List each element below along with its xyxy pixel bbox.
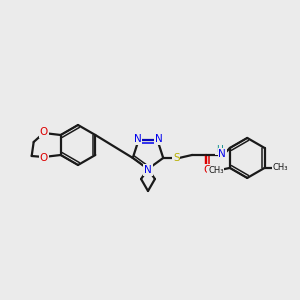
Text: N: N [154,134,162,144]
Text: H: H [216,146,223,154]
Text: S: S [173,153,179,163]
Text: N: N [144,165,152,175]
Text: CH₃: CH₃ [273,164,288,172]
Text: O: O [40,127,48,137]
Text: O: O [40,153,48,163]
Text: CH₃: CH₃ [208,167,224,176]
Text: N: N [218,149,226,159]
Text: N: N [134,134,142,144]
Text: O: O [203,165,211,175]
